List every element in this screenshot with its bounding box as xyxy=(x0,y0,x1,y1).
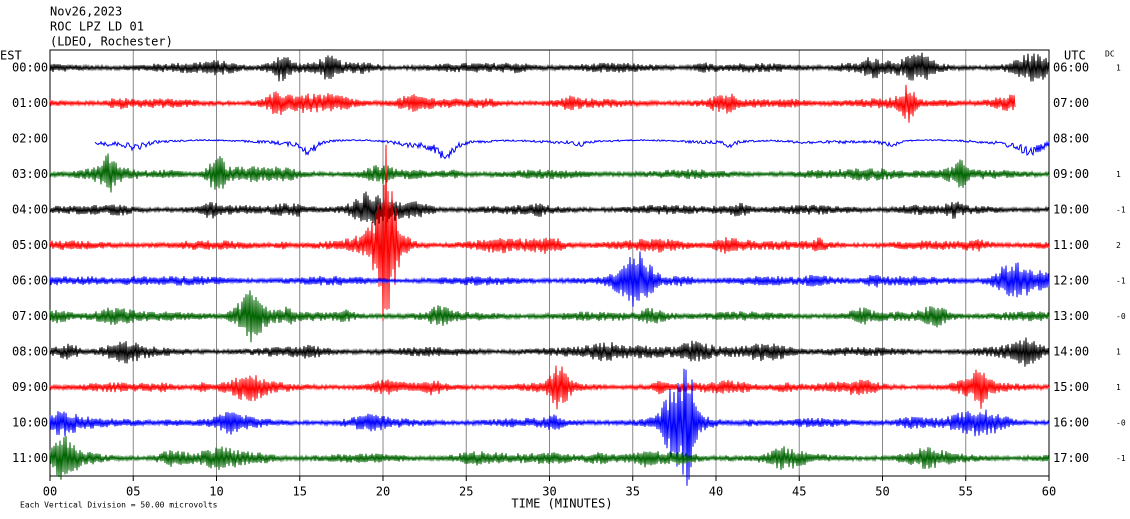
plot-frame xyxy=(49,49,1050,477)
x-axis-label: TIME (MINUTES) xyxy=(511,497,612,511)
est-label: 06:00 xyxy=(12,273,48,287)
utc-label: 08:00 xyxy=(1053,131,1089,145)
trace xyxy=(49,337,1050,367)
est-label: 08:00 xyxy=(12,344,48,358)
est-label: 00:00 xyxy=(12,60,48,74)
trace xyxy=(49,52,1050,82)
right-axis-label: UTC xyxy=(1064,49,1086,63)
dc-value: -0 xyxy=(1116,312,1126,321)
trace xyxy=(49,84,1016,123)
utc-label: 12:00 xyxy=(1053,273,1089,287)
utc-label: 13:00 xyxy=(1053,309,1089,323)
left-axis-label: EST xyxy=(0,49,22,63)
utc-label: 15:00 xyxy=(1053,380,1089,394)
trace xyxy=(49,365,1050,410)
dc-value: -0 xyxy=(1116,418,1126,427)
est-label: 11:00 xyxy=(12,451,48,465)
x-tick-label: 40 xyxy=(709,485,723,499)
est-label: 09:00 xyxy=(12,380,48,394)
trace xyxy=(94,138,1050,160)
x-tick-label: 50 xyxy=(875,485,889,499)
x-tick-label: 60 xyxy=(1042,485,1056,499)
trace xyxy=(49,153,1050,193)
est-label: 05:00 xyxy=(12,238,48,252)
est-label: 07:00 xyxy=(12,309,48,323)
x-tick-label: 20 xyxy=(376,485,390,499)
dc-value: 2 xyxy=(1116,241,1121,250)
est-label: 10:00 xyxy=(12,415,48,429)
x-tick-label: 00 xyxy=(43,485,57,499)
dc-value: -1 xyxy=(1116,276,1126,285)
dc-value: 1 xyxy=(1116,383,1121,392)
est-label: 01:00 xyxy=(12,96,48,110)
utc-label: 07:00 xyxy=(1053,96,1089,110)
x-tick-label: 15 xyxy=(293,485,307,499)
est-label: 03:00 xyxy=(12,167,48,181)
utc-label: 06:00 xyxy=(1053,60,1089,74)
dc-value: 1 xyxy=(1116,170,1121,179)
utc-label: 09:00 xyxy=(1053,167,1089,181)
utc-label: 16:00 xyxy=(1053,415,1089,429)
footnote: Each Vertical Division = 50.00 microvolt… xyxy=(20,501,218,510)
utc-label: 14:00 xyxy=(1053,344,1089,358)
x-tick-label: 45 xyxy=(792,485,806,499)
title-line: ROC LPZ LD 01 xyxy=(50,20,144,34)
title-line: Nov26,2023 xyxy=(50,5,122,19)
utc-label: 10:00 xyxy=(1053,202,1089,216)
title-line: (LDEO, Rochester) xyxy=(50,35,173,49)
est-label: 02:00 xyxy=(12,131,48,145)
trace xyxy=(49,436,1050,480)
dc-value: 1 xyxy=(1116,347,1121,356)
x-tick-label: 30 xyxy=(542,485,556,499)
trace xyxy=(49,191,1050,226)
trace xyxy=(49,251,1050,307)
utc-label: 17:00 xyxy=(1053,451,1089,465)
dc-value: -1 xyxy=(1116,205,1126,214)
x-tick-label: 10 xyxy=(209,485,223,499)
trace xyxy=(49,144,1050,321)
dc-value: 1 xyxy=(1116,63,1121,72)
dc-value: -1 xyxy=(1116,454,1126,463)
x-tick-label: 55 xyxy=(959,485,973,499)
x-tick-label: 25 xyxy=(459,485,473,499)
utc-label: 11:00 xyxy=(1053,238,1089,252)
x-tick-label: 05 xyxy=(126,485,140,499)
dc-label: DC xyxy=(1105,50,1115,59)
est-label: 04:00 xyxy=(12,202,48,216)
x-tick-label: 35 xyxy=(626,485,640,499)
trace xyxy=(49,368,1050,486)
trace xyxy=(49,290,1050,343)
